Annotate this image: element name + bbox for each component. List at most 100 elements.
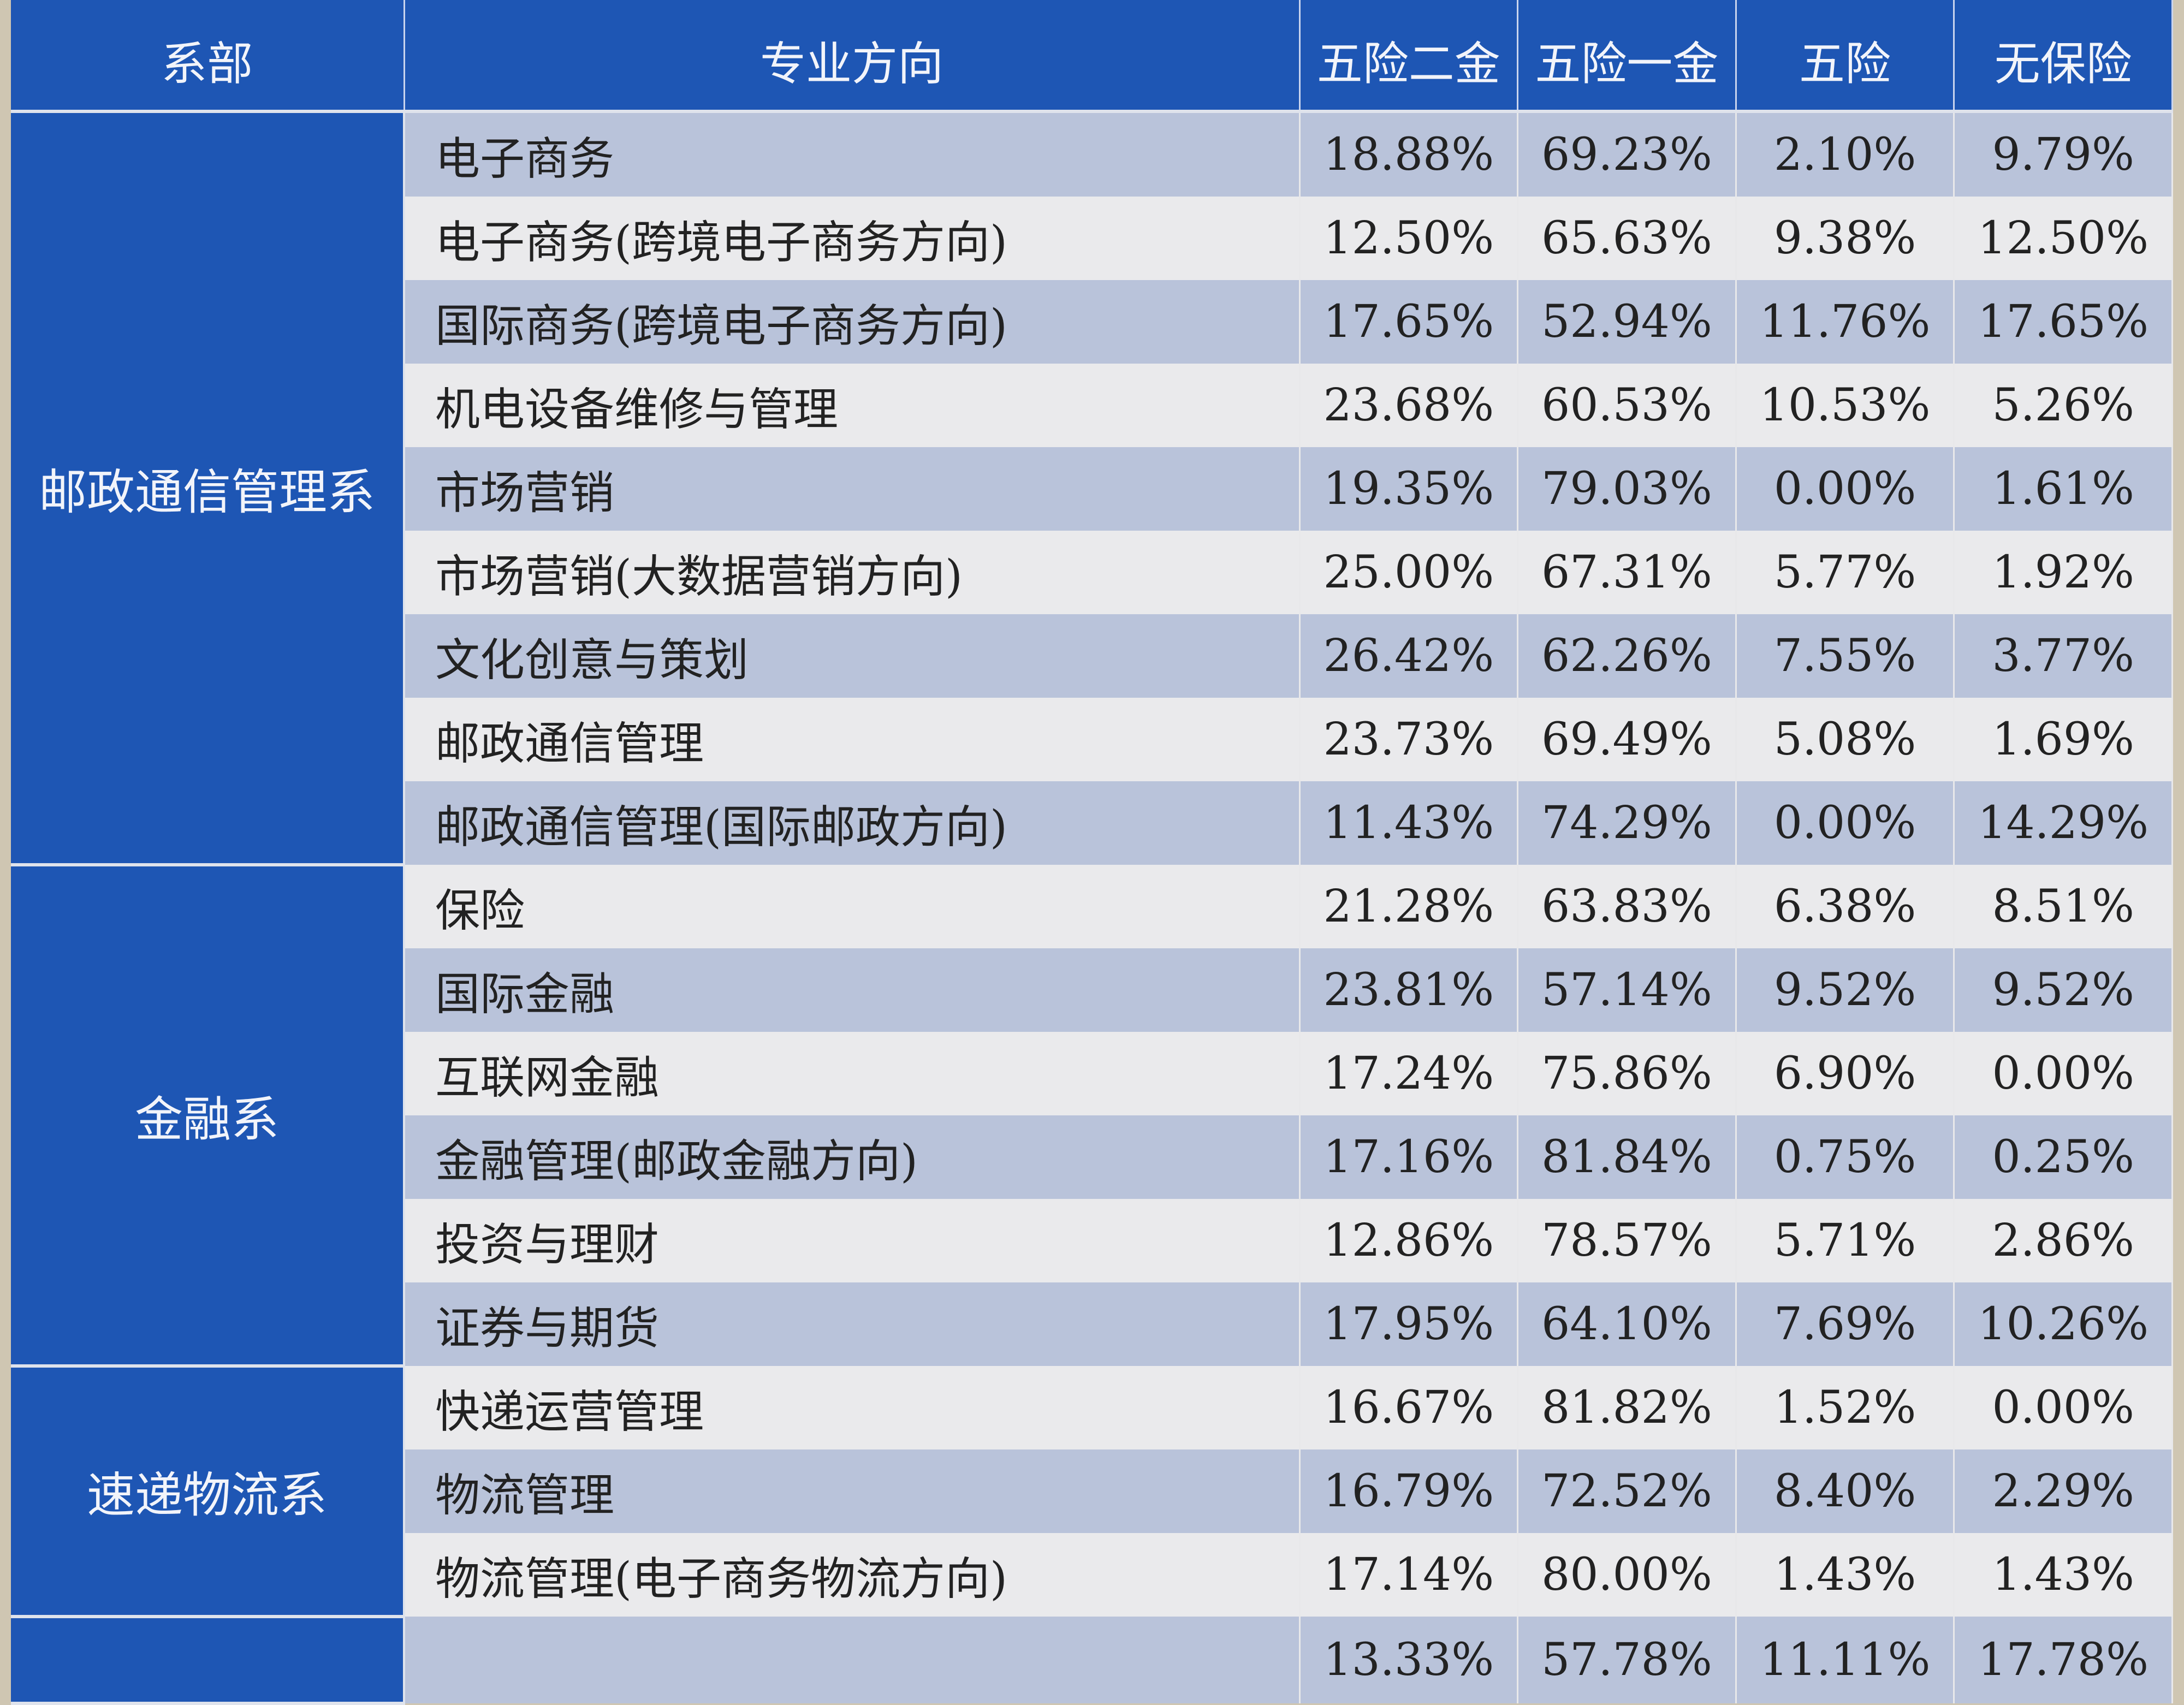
- percentage-cell: 9.79%: [1954, 111, 2173, 197]
- percentage-cell: 78.57%: [1517, 1199, 1737, 1282]
- percentage-cell: 11.76%: [1736, 280, 1955, 364]
- percentage-cell: 2.10%: [1736, 111, 1955, 197]
- percentage-cell: 60.53%: [1517, 364, 1737, 447]
- percentage-cell: 1.61%: [1954, 447, 2173, 531]
- percentage-cell: 0.00%: [1736, 781, 1955, 865]
- percentage-cell: 8.40%: [1736, 1449, 1955, 1533]
- percentage-cell: 74.29%: [1517, 781, 1737, 865]
- table-row: 文化创意与策划 26.42% 62.26% 7.55% 3.77%: [11, 614, 2173, 698]
- percentage-cell: 0.75%: [1736, 1115, 1955, 1199]
- major-cell: 国际金融: [404, 948, 1301, 1032]
- percentage-cell: 12.86%: [1299, 1199, 1519, 1282]
- percentage-cell: 57.78%: [1517, 1617, 1737, 1703]
- percentage-cell: 9.38%: [1736, 197, 1955, 280]
- major-cell: 邮政通信管理: [404, 698, 1301, 781]
- table-row: 物流管理(电子商务物流方向) 17.14% 80.00% 1.43% 1.43%: [11, 1533, 2173, 1617]
- department-cell: 速递物流系: [11, 1366, 405, 1618]
- percentage-cell: 17.14%: [1299, 1533, 1519, 1617]
- percentage-cell: 12.50%: [1299, 197, 1519, 280]
- major-cell: 证券与期货: [404, 1282, 1301, 1366]
- major-cell: 物流管理: [404, 1449, 1301, 1533]
- percentage-cell: 21.28%: [1299, 865, 1519, 948]
- insurance-table-container: 系部 专业方向 五险二金 五险一金 五险 无保险 邮政通信管理系 电子商务 18.8…: [11, 0, 2173, 1705]
- table-row: 电子商务(跨境电子商务方向) 12.50% 65.63% 9.38% 12.50%: [11, 197, 2173, 280]
- major-cell: 电子商务(跨境电子商务方向): [404, 197, 1301, 280]
- table-row: 13.33% 57.78% 11.11% 17.78%: [11, 1617, 2173, 1705]
- major-cell: [404, 1617, 1301, 1703]
- major-cell: 国际商务(跨境电子商务方向): [404, 280, 1301, 364]
- percentage-cell: 17.16%: [1299, 1115, 1519, 1199]
- percentage-cell: 81.84%: [1517, 1115, 1737, 1199]
- percentage-cell: 13.33%: [1299, 1617, 1519, 1703]
- percentage-cell: 9.52%: [1954, 948, 2173, 1032]
- percentage-cell: 12.50%: [1954, 197, 2173, 280]
- table-row: 市场营销 19.35% 79.03% 0.00% 1.61%: [11, 447, 2173, 531]
- table-row: 邮政通信管理(国际邮政方向) 11.43% 74.29% 0.00% 14.29%: [11, 781, 2173, 865]
- percentage-cell: 17.95%: [1299, 1282, 1519, 1366]
- percentage-cell: 3.77%: [1954, 614, 2173, 698]
- table-row: 投资与理财 12.86% 78.57% 5.71% 2.86%: [11, 1199, 2173, 1282]
- department-cell: [11, 1617, 405, 1705]
- percentage-cell: 1.92%: [1954, 531, 2173, 614]
- percentage-cell: 10.53%: [1736, 364, 1955, 447]
- percentage-cell: 17.65%: [1954, 280, 2173, 364]
- major-cell: 互联网金融: [404, 1032, 1301, 1115]
- table-row: 金融管理(邮政金融方向) 17.16% 81.84% 0.75% 0.25%: [11, 1115, 2173, 1199]
- table-row: 物流管理 16.79% 72.52% 8.40% 2.29%: [11, 1449, 2173, 1533]
- percentage-cell: 81.82%: [1517, 1366, 1737, 1449]
- percentage-cell: 62.26%: [1517, 614, 1737, 698]
- percentage-cell: 6.38%: [1736, 865, 1955, 948]
- major-cell: 市场营销: [404, 447, 1301, 531]
- percentage-cell: 10.26%: [1954, 1282, 2173, 1366]
- header-row: 系部 专业方向 五险二金 五险一金 五险 无保险: [11, 0, 2173, 113]
- percentage-cell: 11.43%: [1299, 781, 1519, 865]
- percentage-cell: 1.69%: [1954, 698, 2173, 781]
- department-cell: 邮政通信管理系: [11, 111, 405, 866]
- percentage-cell: 63.83%: [1517, 865, 1737, 948]
- table-row: 国际商务(跨境电子商务方向) 17.65% 52.94% 11.76% 17.65%: [11, 280, 2173, 364]
- percentage-cell: 14.29%: [1954, 781, 2173, 865]
- percentage-cell: 65.63%: [1517, 197, 1737, 280]
- table-row: 速递物流系 快递运营管理 16.67% 81.82% 1.52% 0.00%: [11, 1366, 2173, 1618]
- table-row: 证券与期货 17.95% 64.10% 7.69% 10.26%: [11, 1282, 2173, 1366]
- percentage-cell: 26.42%: [1299, 614, 1519, 698]
- major-cell: 市场营销(大数据营销方向): [404, 531, 1301, 614]
- percentage-cell: 19.35%: [1299, 447, 1519, 531]
- table-row: 金融系 保险 21.28% 63.83% 6.38% 8.51%: [11, 865, 2173, 1368]
- percentage-cell: 23.81%: [1299, 948, 1519, 1032]
- major-cell: 电子商务: [404, 111, 1301, 197]
- major-cell: 文化创意与策划: [404, 614, 1301, 698]
- percentage-cell: 69.49%: [1517, 698, 1737, 781]
- percentage-cell: 79.03%: [1517, 447, 1737, 531]
- percentage-cell: 1.43%: [1954, 1533, 2173, 1617]
- percentage-cell: 25.00%: [1299, 531, 1519, 614]
- percentage-cell: 75.86%: [1517, 1032, 1737, 1115]
- percentage-cell: 8.51%: [1954, 865, 2173, 948]
- percentage-cell: 16.67%: [1299, 1366, 1519, 1449]
- percentage-cell: 1.52%: [1736, 1366, 1955, 1449]
- percentage-cell: 2.29%: [1954, 1449, 2173, 1533]
- percentage-cell: 2.86%: [1954, 1199, 2173, 1282]
- percentage-cell: 9.52%: [1736, 948, 1955, 1032]
- header-five-insurance-two-funds: 五险二金: [1299, 0, 1519, 113]
- major-cell: 保险: [404, 865, 1301, 948]
- percentage-cell: 80.00%: [1517, 1533, 1737, 1617]
- header-five-insurance-one-fund: 五险一金: [1517, 0, 1737, 113]
- percentage-cell: 5.71%: [1736, 1199, 1955, 1282]
- percentage-cell: 0.00%: [1954, 1032, 2173, 1115]
- percentage-cell: 7.55%: [1736, 614, 1955, 698]
- percentage-cell: 57.14%: [1517, 948, 1737, 1032]
- header-no-insurance: 无保险: [1954, 0, 2173, 113]
- department-cell: 金融系: [11, 865, 405, 1368]
- percentage-cell: 17.65%: [1299, 280, 1519, 364]
- percentage-cell: 17.24%: [1299, 1032, 1519, 1115]
- percentage-cell: 7.69%: [1736, 1282, 1955, 1366]
- major-cell: 物流管理(电子商务物流方向): [404, 1533, 1301, 1617]
- percentage-cell: 17.78%: [1954, 1617, 2173, 1703]
- major-cell: 快递运营管理: [404, 1366, 1301, 1449]
- percentage-cell: 0.25%: [1954, 1115, 2173, 1199]
- percentage-cell: 23.68%: [1299, 364, 1519, 447]
- percentage-cell: 5.08%: [1736, 698, 1955, 781]
- table-row: 邮政通信管理系 电子商务 18.88% 69.23% 2.10% 9.79%: [11, 111, 2173, 866]
- major-cell: 邮政通信管理(国际邮政方向): [404, 781, 1301, 865]
